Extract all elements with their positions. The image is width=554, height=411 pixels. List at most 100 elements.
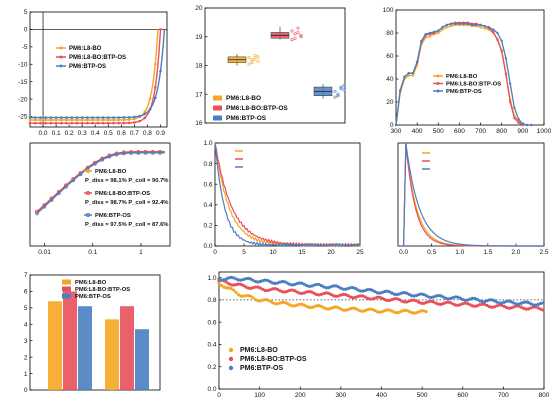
data-point bbox=[138, 119, 141, 123]
axes-frame bbox=[29, 142, 171, 247]
data-point bbox=[513, 106, 516, 109]
legend-label: PM6:BTP-OS bbox=[69, 64, 106, 70]
data-point bbox=[275, 281, 280, 285]
data-point bbox=[305, 284, 309, 288]
series-line bbox=[30, 29, 162, 124]
data-point bbox=[299, 33, 303, 37]
data-point bbox=[483, 27, 486, 30]
data-point bbox=[153, 96, 157, 100]
data-point bbox=[324, 307, 328, 311]
data-point bbox=[492, 305, 497, 309]
data-point bbox=[305, 290, 309, 294]
data-point bbox=[495, 300, 499, 304]
data-point bbox=[278, 301, 282, 305]
data-point bbox=[70, 116, 74, 119]
data-point bbox=[479, 23, 482, 27]
data-point bbox=[378, 310, 382, 314]
data-point bbox=[449, 22, 453, 25]
data-point bbox=[312, 305, 316, 309]
data-point bbox=[409, 298, 414, 302]
data-point bbox=[158, 151, 162, 155]
data-point bbox=[461, 302, 465, 306]
data-point bbox=[91, 118, 94, 122]
data-point bbox=[310, 290, 314, 294]
data-point bbox=[429, 299, 433, 303]
legend-label: PM6:BTP-OS bbox=[240, 365, 284, 372]
legend-label: PM6:BTP-OS bbox=[446, 89, 482, 95]
data-point bbox=[227, 282, 231, 286]
data-point bbox=[402, 300, 406, 304]
data-point bbox=[256, 299, 260, 303]
data-point bbox=[65, 121, 68, 125]
data-point bbox=[405, 291, 409, 295]
data-point bbox=[400, 291, 404, 295]
data-point bbox=[436, 293, 440, 298]
data-point bbox=[507, 299, 511, 303]
data-point bbox=[302, 282, 306, 286]
x-tick-label: 300 bbox=[391, 128, 402, 135]
y-tick-label: 1.0 bbox=[203, 140, 212, 147]
data-point bbox=[122, 118, 126, 122]
data-point bbox=[300, 281, 304, 285]
data-point bbox=[492, 28, 495, 31]
data-point bbox=[290, 283, 294, 287]
data-point bbox=[143, 112, 147, 116]
data-point bbox=[153, 62, 157, 66]
data-point bbox=[375, 310, 380, 314]
data-point bbox=[351, 306, 355, 310]
annotation-text: P_diss = 97.5% P_coll = 87.6% bbox=[85, 222, 168, 228]
y-tick-label: -15 bbox=[18, 79, 28, 86]
data-point bbox=[300, 291, 304, 296]
data-point bbox=[327, 285, 331, 290]
data-point bbox=[49, 116, 53, 119]
data-point bbox=[273, 281, 277, 286]
data-point bbox=[44, 121, 47, 125]
y-tick-label: 5 bbox=[24, 9, 28, 16]
data-point bbox=[234, 283, 238, 287]
data-point bbox=[373, 309, 377, 313]
y-tick-label: 80 bbox=[386, 30, 394, 37]
data-point bbox=[64, 184, 68, 189]
bar bbox=[105, 319, 119, 390]
data-point bbox=[422, 292, 426, 297]
data-point bbox=[292, 289, 297, 293]
data-point bbox=[28, 116, 32, 119]
data-point bbox=[526, 307, 531, 311]
data-point bbox=[33, 121, 37, 125]
data-point bbox=[383, 309, 387, 313]
data-point bbox=[278, 289, 282, 293]
data-point bbox=[449, 24, 453, 28]
data-point bbox=[329, 285, 333, 289]
data-point bbox=[232, 283, 236, 287]
data-point bbox=[148, 97, 152, 100]
data-point bbox=[244, 277, 248, 281]
x-tick-label: 800 bbox=[539, 392, 550, 399]
data-point bbox=[336, 94, 340, 98]
data-point bbox=[101, 121, 105, 125]
data-point bbox=[509, 306, 514, 310]
y-tick-label: 0.2 bbox=[207, 364, 216, 371]
data-point bbox=[317, 282, 321, 287]
data-point bbox=[428, 31, 432, 35]
data-point bbox=[475, 297, 479, 302]
data-point bbox=[232, 288, 236, 292]
data-point bbox=[534, 303, 538, 307]
y-tick-label: 17 bbox=[195, 91, 203, 98]
data-point bbox=[336, 285, 341, 289]
y-tick-label: 18 bbox=[195, 63, 203, 70]
data-point bbox=[133, 115, 136, 119]
x-tick-label: 0.0 bbox=[39, 130, 48, 137]
data-point bbox=[490, 305, 494, 309]
data-point bbox=[411, 72, 415, 75]
data-point bbox=[358, 289, 362, 293]
series-line bbox=[30, 29, 166, 119]
data-point bbox=[407, 74, 410, 77]
data-point bbox=[539, 307, 543, 311]
data-point bbox=[334, 294, 338, 298]
data-point bbox=[329, 292, 333, 297]
data-point bbox=[419, 292, 423, 296]
data-point bbox=[462, 22, 465, 25]
y-tick-label: 5 bbox=[24, 305, 28, 312]
data-point bbox=[380, 290, 384, 295]
x-tick-label: 800 bbox=[496, 128, 507, 135]
